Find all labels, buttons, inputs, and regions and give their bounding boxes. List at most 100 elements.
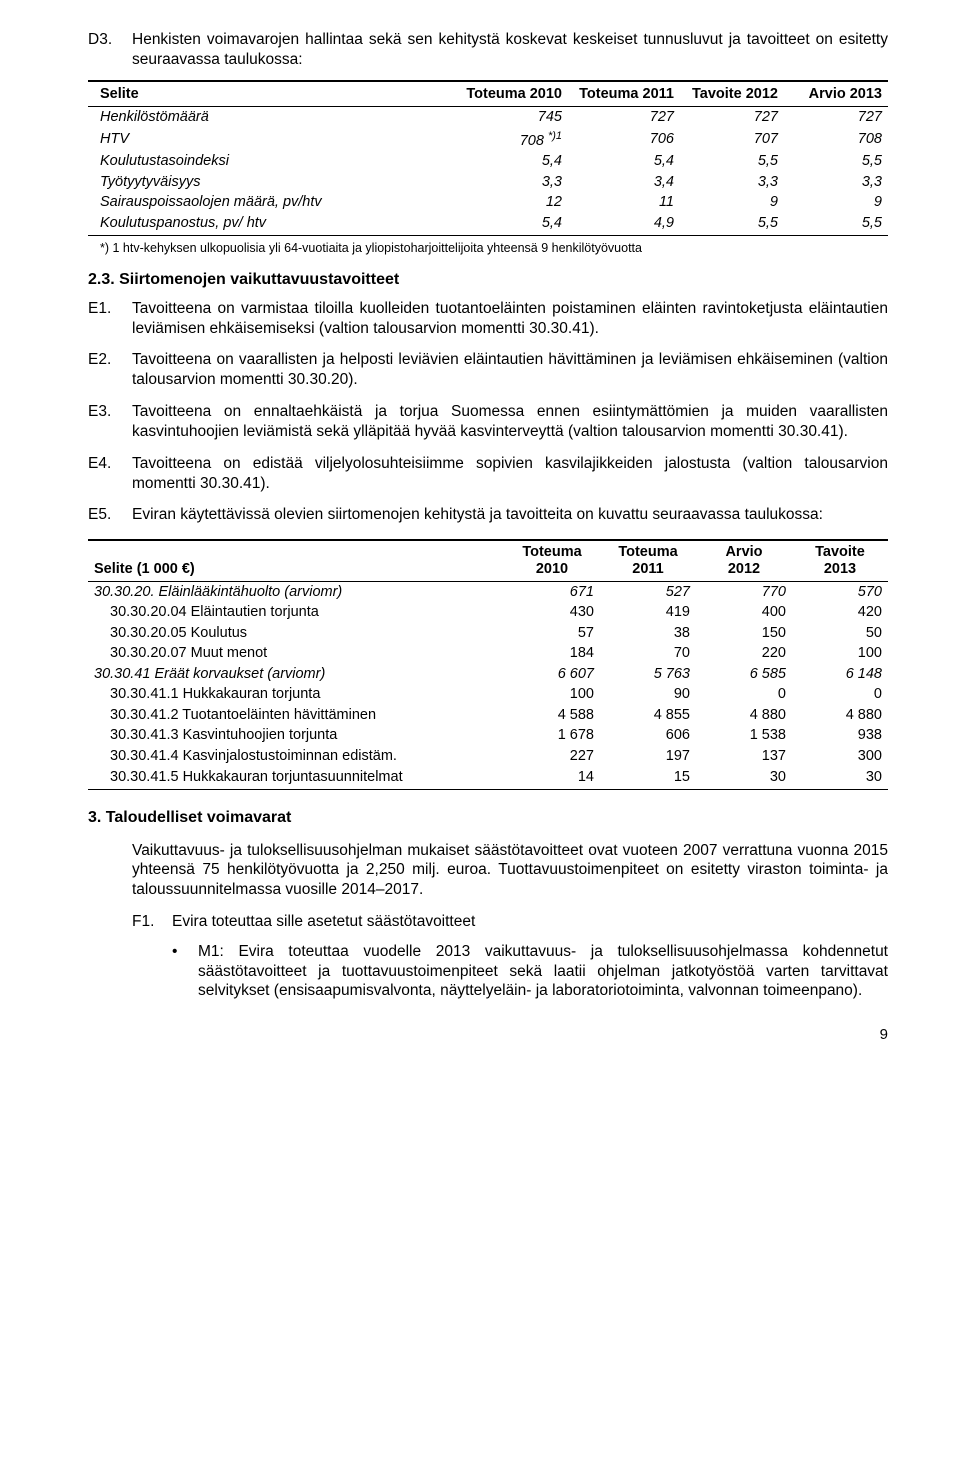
objective-text: Tavoitteena on varmistaa tiloilla kuolle… [132, 299, 888, 339]
cell-value: 30 [696, 767, 792, 790]
cell-value: 938 [792, 725, 888, 746]
objective-label: E4. [88, 454, 132, 494]
col-header: Tavoite2013 [792, 540, 888, 581]
cell-value: 100 [792, 643, 888, 664]
cell-value: 400 [696, 602, 792, 623]
cell-value: 707 [680, 128, 784, 151]
cell-value: 4 588 [504, 705, 600, 726]
row-label: 30.30.41.1 Hukkakauran torjunta [88, 684, 504, 705]
table-row: 30.30.41.5 Hukkakauran torjuntasuunnitel… [88, 767, 888, 790]
cell-value: 3,3 [456, 172, 568, 193]
table-row: HTV708 *)1706707708 [88, 128, 888, 151]
objective-label: E3. [88, 402, 132, 442]
bullet-icon: • [172, 942, 198, 1001]
col-header: Tavoite 2012 [680, 81, 784, 107]
cell-value: 570 [792, 581, 888, 602]
col-header: Toteuma2011 [600, 540, 696, 581]
heading-3: 3. Taloudelliset voimavarat [88, 808, 888, 828]
cell-value: 5,4 [568, 151, 680, 172]
row-label: 30.30.41 Eräät korvaukset (arviomr) [88, 664, 504, 685]
cell-value: 706 [568, 128, 680, 151]
col-header: Toteuma 2010 [456, 81, 568, 107]
cell-value: 300 [792, 746, 888, 767]
table-row: 30.30.41.3 Kasvintuhoojien torjunta1 678… [88, 725, 888, 746]
objective-label: E2. [88, 350, 132, 390]
objective-item: E2.Tavoitteena on vaarallisten ja helpos… [88, 350, 888, 390]
row-label: Koulutuspanostus, pv/ htv [88, 213, 456, 236]
cell-value: 9 [784, 192, 888, 213]
row-label: Sairauspoissaolojen määrä, pv/htv [88, 192, 456, 213]
table-row: 30.30.20.05 Koulutus573815050 [88, 623, 888, 644]
document-page: D3. Henkisten voimavarojen hallintaa sek… [0, 0, 960, 1075]
cell-value: 5,5 [680, 213, 784, 236]
objective-text: Tavoitteena on vaarallisten ja helposti … [132, 350, 888, 390]
col-header: Toteuma2010 [504, 540, 600, 581]
table-row: 30.30.41.2 Tuotantoeläinten hävittäminen… [88, 705, 888, 726]
cell-value: 6 148 [792, 664, 888, 685]
cell-value: 12 [456, 192, 568, 213]
cell-value: 5,4 [456, 151, 568, 172]
cell-value: 100 [504, 684, 600, 705]
objective-text: Tavoitteena on edistää viljelyolosuhteis… [132, 454, 888, 494]
cell-value: 57 [504, 623, 600, 644]
cell-value: 5,5 [784, 151, 888, 172]
cell-value: 0 [696, 684, 792, 705]
cell-value: 5 763 [600, 664, 696, 685]
row-label: 30.30.20.07 Muut menot [88, 643, 504, 664]
cell-value: 5,4 [456, 213, 568, 236]
objective-label: E5. [88, 505, 132, 525]
d3-label: D3. [88, 30, 132, 70]
m1-bullet: • M1: Evira toteuttaa vuodelle 2013 vaik… [172, 942, 888, 1001]
col-header: Toteuma 2011 [568, 81, 680, 107]
table-row: 30.30.41 Eräät korvaukset (arviomr)6 607… [88, 664, 888, 685]
row-label: HTV [88, 128, 456, 151]
col-header: Selite (1 000 €) [88, 540, 504, 581]
objective-text: Tavoitteena on ennaltaehkäistä ja torjua… [132, 402, 888, 442]
cell-value: 708 *)1 [456, 128, 568, 151]
page-number: 9 [88, 1025, 888, 1044]
table-row: 30.30.41.4 Kasvinjalostustoiminnan edist… [88, 746, 888, 767]
cell-value: 70 [600, 643, 696, 664]
row-label: 30.30.41.3 Kasvintuhoojien torjunta [88, 725, 504, 746]
cell-value: 5,5 [784, 213, 888, 236]
objective-text: Eviran käytettävissä olevien siirtomenoj… [132, 505, 888, 525]
objective-item: E4.Tavoitteena on edistää viljelyolosuht… [88, 454, 888, 494]
bullet-text: M1: Evira toteuttaa vuodelle 2013 vaikut… [198, 942, 888, 1001]
cell-value: 197 [600, 746, 696, 767]
cell-value: 4 855 [600, 705, 696, 726]
table-row: 30.30.20. Eläinlääkintähuolto (arviomr)6… [88, 581, 888, 602]
cell-value: 6 585 [696, 664, 792, 685]
cell-value: 38 [600, 623, 696, 644]
row-label: Työtyytyväisyys [88, 172, 456, 193]
cell-value: 15 [600, 767, 696, 790]
cell-value: 671 [504, 581, 600, 602]
cell-value: 420 [792, 602, 888, 623]
f1-text: Evira toteuttaa sille asetetut säästötav… [172, 912, 888, 932]
cell-value: 4 880 [792, 705, 888, 726]
table1-footnote: *) 1 htv-kehyksen ulkopuolisia yli 64-vu… [88, 240, 888, 256]
cell-value: 727 [680, 107, 784, 128]
cell-value: 30 [792, 767, 888, 790]
row-label: 30.30.41.2 Tuotantoeläinten hävittäminen [88, 705, 504, 726]
cell-value: 1 538 [696, 725, 792, 746]
cell-value: 745 [456, 107, 568, 128]
d3-text: Henkisten voimavarojen hallintaa sekä se… [132, 30, 888, 70]
cell-value: 137 [696, 746, 792, 767]
table-row: 30.30.41.1 Hukkakauran torjunta1009000 [88, 684, 888, 705]
table-header-row: Selite (1 000 €) Toteuma2010 Toteuma2011… [88, 540, 888, 581]
cell-value: 227 [504, 746, 600, 767]
row-label: 30.30.41.5 Hukkakauran torjuntasuunnitel… [88, 767, 504, 790]
cell-value: 3,3 [680, 172, 784, 193]
table-header-row: Selite Toteuma 2010 Toteuma 2011 Tavoite… [88, 81, 888, 107]
row-label: Henkilöstömäärä [88, 107, 456, 128]
table-hr-indicators: Selite Toteuma 2010 Toteuma 2011 Tavoite… [88, 80, 888, 237]
objective-item: E3.Tavoitteena on ennaltaehkäistä ja tor… [88, 402, 888, 442]
cell-value: 527 [600, 581, 696, 602]
cell-value: 708 [784, 128, 888, 151]
heading-2-3: 2.3. Siirtomenojen vaikuttavuustavoittee… [88, 270, 888, 290]
row-label: 30.30.20. Eläinlääkintähuolto (arviomr) [88, 581, 504, 602]
cell-value: 220 [696, 643, 792, 664]
cell-value: 11 [568, 192, 680, 213]
cell-value: 50 [792, 623, 888, 644]
cell-value: 606 [600, 725, 696, 746]
